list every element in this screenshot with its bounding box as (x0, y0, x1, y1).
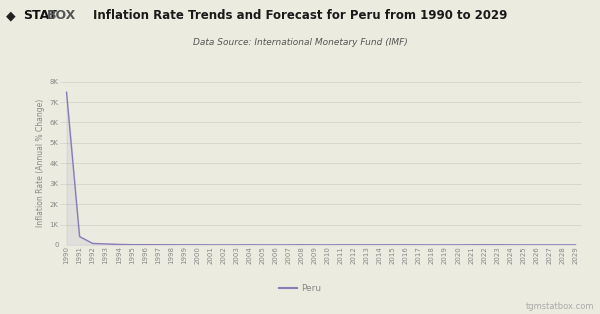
Text: STAT: STAT (23, 9, 56, 22)
Text: ◆: ◆ (6, 9, 16, 22)
Text: tgmstatbox.com: tgmstatbox.com (526, 302, 594, 311)
Text: Data Source: International Monetary Fund (IMF): Data Source: International Monetary Fund… (193, 38, 407, 47)
Legend: Peru: Peru (275, 281, 325, 297)
Text: BOX: BOX (47, 9, 76, 22)
Text: Inflation Rate Trends and Forecast for Peru from 1990 to 2029: Inflation Rate Trends and Forecast for P… (93, 9, 507, 22)
Y-axis label: Inflation Rate (Annual % Change): Inflation Rate (Annual % Change) (37, 99, 46, 227)
